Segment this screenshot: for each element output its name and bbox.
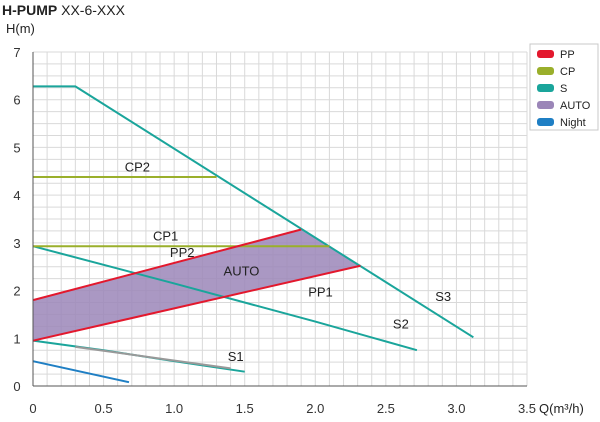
legend: PP CP S AUTO Night: [529, 43, 599, 131]
series-lines: [32, 85, 474, 384]
auto-area-layer: [33, 229, 361, 341]
legend-swatch-night: [537, 118, 554, 126]
curve-labels: S3 S2 S1 CP2 CP1 PP2 AUTO PP1: [125, 159, 451, 364]
x-tick-label: 2.5: [377, 401, 395, 416]
curve-label-auto: AUTO: [224, 263, 260, 278]
y-tick-label: 0: [13, 379, 20, 394]
x-tick-label: 0: [29, 401, 36, 416]
chart-title-rest: XX-6-XXX: [57, 2, 125, 18]
s-curve: [75, 345, 231, 370]
s2-curve: [32, 245, 418, 352]
x-tick-label: 3.0: [447, 401, 465, 416]
y-tick-label: 4: [13, 188, 20, 203]
y-axis-label: H(m): [6, 21, 35, 36]
legend-label-pp: PP: [560, 49, 575, 61]
curve-label-pp2: PP2: [170, 245, 195, 260]
legend-swatch-pp: [537, 50, 554, 58]
legend-label-night: Night: [560, 117, 586, 129]
legend-swatch-s: [537, 84, 554, 92]
pp2-curve: [32, 228, 302, 302]
axes: [32, 52, 527, 387]
tick-labels: 0 0.5 1.0 1.5 2.0 2.5 3.0 3.5 0 1 2 3 4 5 6 7: [13, 45, 536, 416]
pp1-curve: [32, 264, 361, 342]
legend-swatch-cp: [537, 67, 554, 75]
legend-swatch-auto: [537, 101, 554, 109]
x-tick-label: 2.0: [306, 401, 324, 416]
night-curve: [32, 360, 130, 384]
curve-label-s1: S1: [228, 349, 244, 364]
curve-label-s3: S3: [435, 289, 451, 304]
x-axis-label: Q(m³/h): [539, 401, 584, 416]
curve-label-cp2: CP2: [125, 159, 150, 174]
x-tick-label: 3.5: [518, 401, 536, 416]
legend-label-cp: CP: [560, 66, 575, 78]
chart-title: H-PUMP XX-6-XXX: [2, 2, 126, 18]
x-tick-label: 1.0: [165, 401, 183, 416]
curve-label-s2: S2: [393, 317, 409, 332]
chart-title-bold: H-PUMP: [2, 2, 57, 18]
legend-label-s: S: [560, 83, 567, 95]
grid: [32, 51, 528, 387]
x-tick-label: 1.5: [236, 401, 254, 416]
y-tick-label: 2: [13, 284, 20, 299]
y-tick-label: 3: [13, 236, 20, 251]
curve-label-cp1: CP1: [153, 228, 178, 243]
auto-area: [33, 229, 361, 341]
y-tick-label: 6: [13, 93, 20, 108]
s3-curve: [33, 85, 474, 339]
curve-label-pp1: PP1: [308, 284, 333, 299]
y-tick-label: 1: [13, 331, 20, 346]
x-tick-label: 0.5: [95, 401, 113, 416]
y-tick-label: 5: [13, 140, 20, 155]
legend-label-auto: AUTO: [560, 100, 591, 112]
y-tick-label: 7: [13, 45, 20, 60]
